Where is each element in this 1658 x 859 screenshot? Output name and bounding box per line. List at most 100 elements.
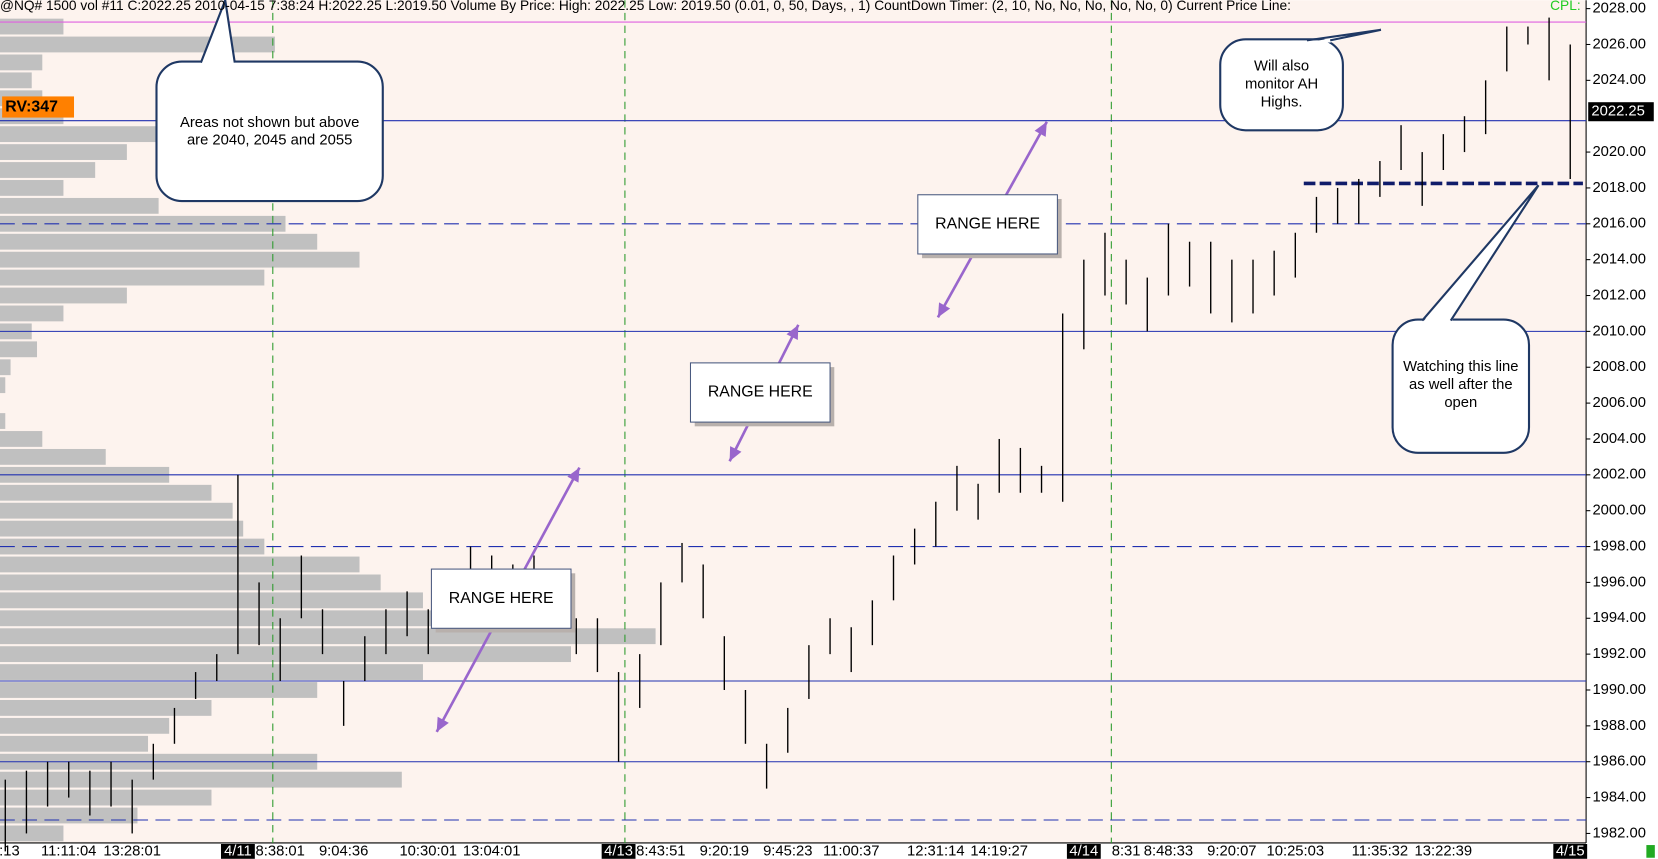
- rv-label: RV:347: [5, 99, 58, 116]
- status-marker: [1646, 845, 1655, 858]
- x-tick-label: 3:13: [0, 843, 20, 859]
- header-cpl: CPL:: [1550, 0, 1581, 13]
- y-tick-label: 1986.00: [1592, 754, 1646, 770]
- volume-bar: [0, 538, 265, 555]
- x-tick-label: 13:22:39: [1415, 843, 1473, 859]
- x-tick-label: 11:35:32: [1352, 843, 1409, 859]
- volume-profile: [0, 18, 656, 842]
- x-date-label: 4/15: [1556, 843, 1585, 859]
- x-tick-label: 9:20:07: [1207, 843, 1256, 859]
- volume-bar: [0, 269, 265, 286]
- callout-pointer: [199, 0, 236, 63]
- y-tick-label: 1994.00: [1592, 610, 1646, 626]
- y-tick-label: 2000.00: [1592, 503, 1646, 519]
- volume-bar: [0, 771, 402, 788]
- x-date-label: 4/13: [604, 843, 633, 859]
- y-tick-label: 2004.00: [1592, 431, 1646, 447]
- range-box: [917, 194, 1058, 255]
- range-box: [430, 568, 572, 629]
- volume-bar: [0, 592, 423, 609]
- x-tick-label: 9:04:36: [319, 843, 368, 859]
- x-tick-label: 13:04:01: [463, 843, 521, 859]
- date-badge: [1066, 844, 1101, 859]
- volume-bar: [0, 413, 6, 429]
- y-tick-label: 2002.00: [1592, 467, 1646, 483]
- x-tick-label: 8:31: [1112, 843, 1141, 859]
- range-label: RANGE HERE: [449, 590, 554, 607]
- header-text: @NQ# 1500 vol #11 C:2022.25 2010-04-15 7…: [0, 0, 1291, 13]
- y-tick-label: 1996.00: [1592, 574, 1646, 590]
- callout-pointer-fill: [200, 0, 235, 65]
- volume-bar: [0, 359, 11, 376]
- x-tick-label: 8:48:33: [1144, 843, 1193, 859]
- x-tick-label: 9:45:23: [763, 843, 812, 859]
- arrow-head: [1034, 121, 1047, 137]
- y-tick-label: 2024.00: [1592, 72, 1646, 88]
- callout-text: monitor AH: [1245, 77, 1318, 93]
- y-tick-label: 1982.00: [1592, 825, 1646, 841]
- x-date-label: 4/11: [224, 843, 252, 859]
- arrow-head: [786, 324, 799, 340]
- arrow-head: [436, 716, 449, 732]
- volume-bar: [0, 484, 212, 501]
- volume-bar: [0, 664, 423, 680]
- range-box: [689, 362, 831, 423]
- arrow-head: [567, 467, 580, 483]
- callout-text: Highs.: [1261, 95, 1303, 111]
- x-tick-label: 12:31:14: [907, 843, 965, 859]
- arrow-head: [729, 446, 742, 462]
- volume-bar: [0, 18, 64, 35]
- x-tick-label: 10:30:01: [399, 843, 457, 859]
- volume-bar: [0, 789, 212, 806]
- y-tick-label: 2010.00: [1592, 323, 1646, 339]
- x-axis-background: [0, 842, 1587, 859]
- callout-text: as well after the: [1409, 377, 1513, 393]
- volume-bar: [0, 556, 360, 573]
- callout-text: open: [1444, 395, 1477, 411]
- y-tick-label: 1988.00: [1592, 718, 1646, 734]
- volume-bar: [0, 431, 43, 447]
- volume-bar: [0, 233, 318, 250]
- y-tick-label: 2014.00: [1592, 252, 1646, 268]
- rv-badge: [2, 96, 75, 118]
- y-tick-label: 2006.00: [1592, 395, 1646, 411]
- volume-bar: [0, 574, 381, 591]
- current-price-box: [1588, 102, 1654, 122]
- y-tick-label: 1998.00: [1592, 538, 1646, 554]
- x-tick-label: 9:20:19: [700, 843, 749, 859]
- y-tick-label: 1992.00: [1592, 646, 1646, 662]
- callout-pointer: [1306, 28, 1382, 42]
- current-price-label: 2022.25: [1591, 104, 1645, 120]
- price-bars: [4, 17, 1571, 852]
- y-tick-label: 1990.00: [1592, 682, 1646, 698]
- callout-text: Watching this line: [1403, 359, 1518, 375]
- volume-bar: [0, 700, 212, 716]
- range-label: RANGE HERE: [708, 384, 813, 401]
- volume-bar: [0, 162, 96, 178]
- volume-bar: [0, 305, 64, 322]
- volume-bar: [0, 72, 32, 89]
- volume-bar: [0, 682, 318, 698]
- volume-bar: [0, 341, 38, 358]
- x-tick-label: 8:38:01: [256, 843, 305, 859]
- callout-box: [1391, 318, 1531, 454]
- y-tick-label: 2028.00: [1592, 1, 1646, 17]
- date-badge: [601, 844, 636, 859]
- x-tick-label: 8:43:51: [636, 843, 685, 859]
- x-tick-label: 11:00:37: [823, 843, 880, 859]
- date-badge: [220, 844, 255, 859]
- volume-bar: [0, 825, 64, 842]
- arrow-head: [937, 302, 951, 318]
- callout-text: Areas not shown but above: [180, 115, 359, 131]
- volume-bar: [0, 377, 6, 394]
- volume-bar: [0, 54, 43, 71]
- volume-bar: [0, 735, 149, 752]
- y-tick-label: 2012.00: [1592, 287, 1646, 303]
- volume-bar: [0, 502, 233, 519]
- callout-text: are 2040, 2045 and 2055: [187, 133, 352, 149]
- callout-pointer: [1421, 184, 1540, 322]
- callout-text: Will also: [1254, 59, 1309, 75]
- y-tick-label: 1984.00: [1592, 789, 1646, 805]
